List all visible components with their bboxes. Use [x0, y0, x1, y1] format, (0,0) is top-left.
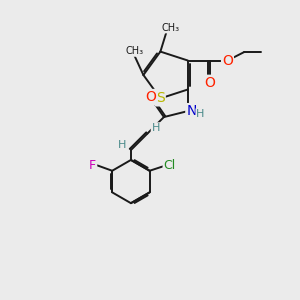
Text: H: H	[196, 109, 205, 119]
Text: O: O	[222, 53, 233, 68]
Text: H: H	[152, 123, 160, 133]
Text: N: N	[186, 104, 197, 118]
Text: S: S	[156, 92, 165, 105]
Text: O: O	[204, 76, 215, 90]
Text: CH₃: CH₃	[125, 46, 143, 56]
Text: O: O	[146, 90, 156, 104]
Text: H: H	[118, 140, 127, 150]
Text: Cl: Cl	[164, 159, 176, 172]
Text: CH₃: CH₃	[162, 22, 180, 33]
Text: F: F	[89, 159, 96, 172]
